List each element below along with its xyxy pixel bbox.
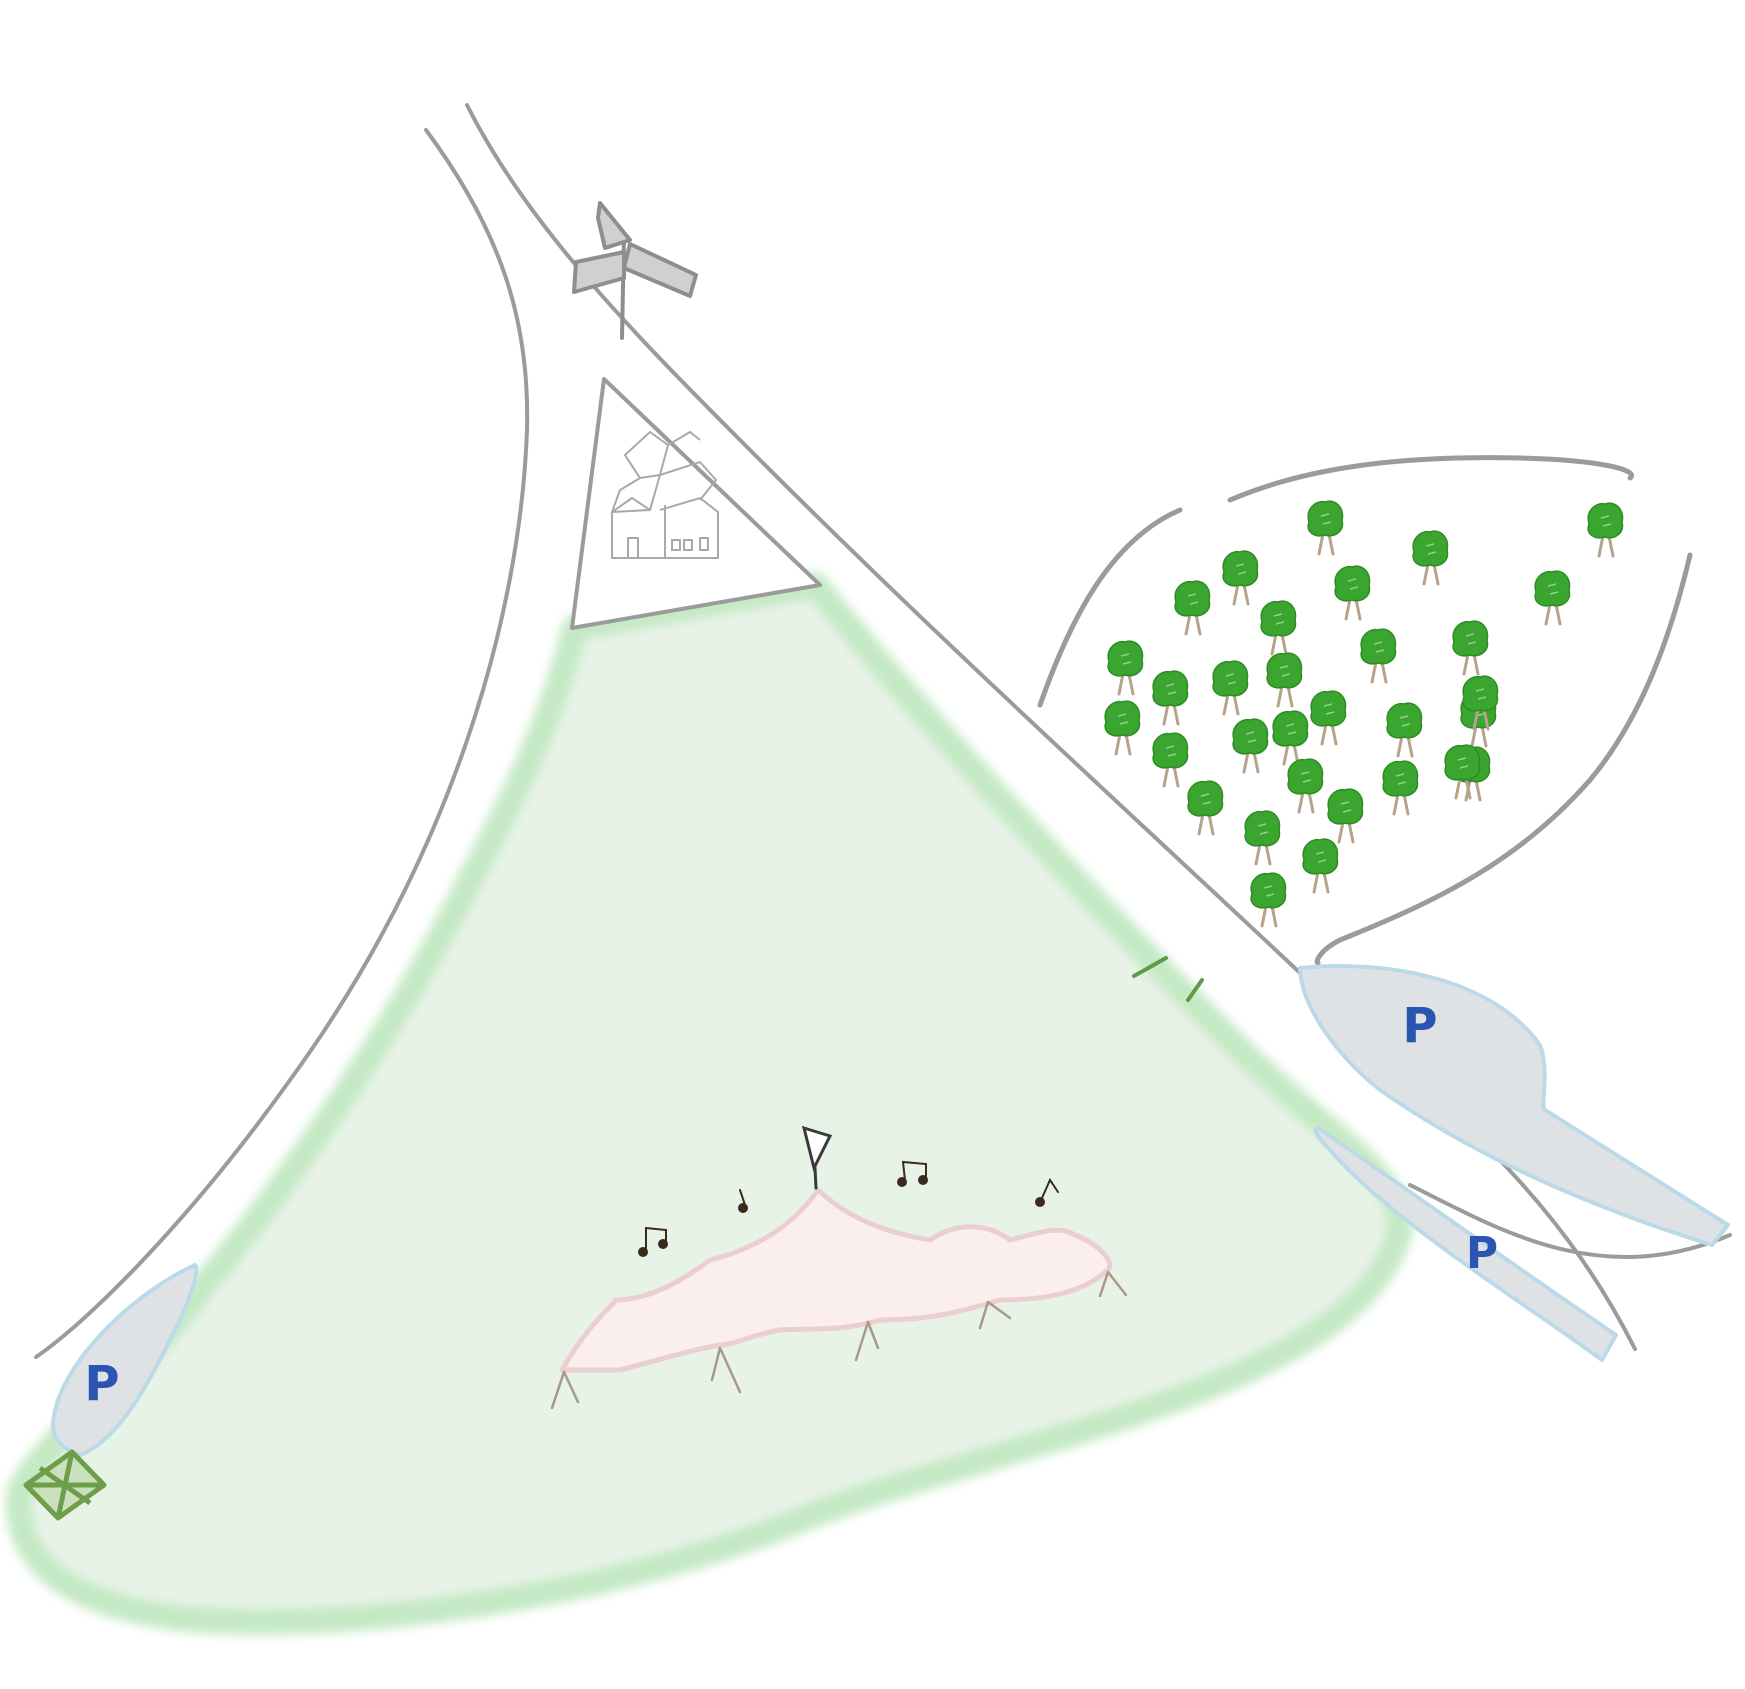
music-note-icon (1035, 1177, 1059, 1207)
gate-icon[interactable] (23, 1449, 107, 1521)
parking-southwest[interactable]: P (51, 1263, 199, 1457)
road-east-bottom-edge (1408, 1183, 1732, 1259)
music-notes (638, 1160, 1059, 1257)
field-entrance-mark (1132, 956, 1204, 1002)
parking-lane-area (1314, 1126, 1618, 1362)
orchard[interactable] (1037, 455, 1693, 966)
festival-field[interactable] (5, 572, 1413, 1635)
field-area (5, 572, 1413, 1635)
road-west-edge (34, 128, 530, 1359)
parking-lane-label: P (1466, 1228, 1498, 1279)
parking-lane[interactable]: P (1314, 1126, 1618, 1362)
tent-canopy (559, 1187, 1113, 1373)
parking-east-area (1298, 964, 1730, 1247)
village-plot-outline (570, 377, 822, 630)
parking-east[interactable]: P (1298, 964, 1730, 1247)
music-note-icon (897, 1160, 928, 1187)
village-plot[interactable] (570, 377, 822, 630)
parking-southwest-label: P (84, 1356, 119, 1412)
signpost-icon[interactable] (572, 201, 698, 340)
music-note-icon (638, 1226, 668, 1257)
parking-southwest-area (51, 1263, 199, 1457)
parking-east-label: P (1402, 998, 1437, 1054)
flag-icon (801, 1125, 833, 1190)
tent-guy-ropes (550, 1270, 1128, 1410)
music-note-icon (738, 1189, 748, 1213)
marquee-tent-icon[interactable] (550, 1125, 1128, 1410)
orchard-boundary (1037, 455, 1693, 966)
buildings-icon (610, 430, 719, 559)
